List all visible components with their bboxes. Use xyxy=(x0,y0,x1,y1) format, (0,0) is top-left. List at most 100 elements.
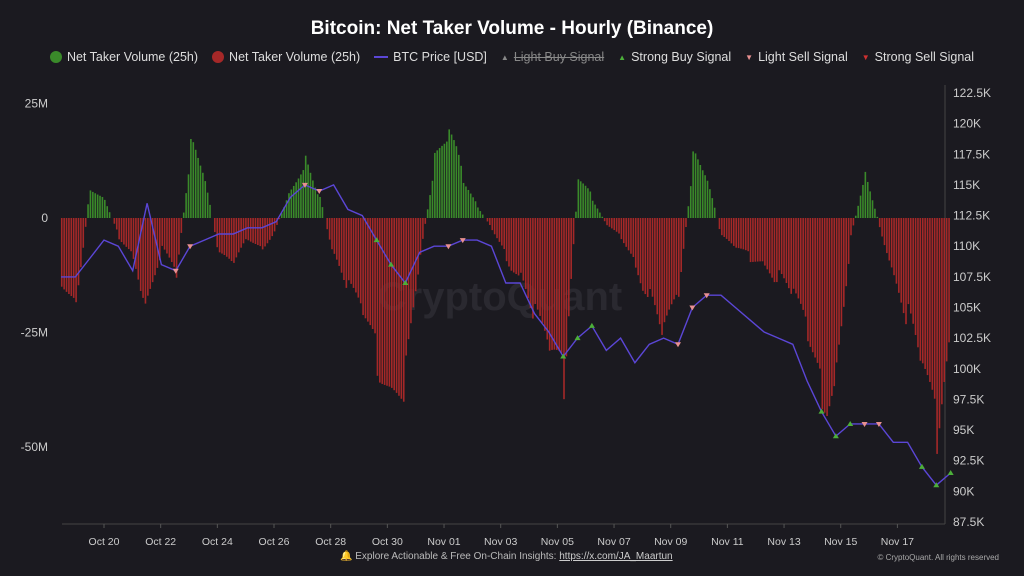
volume-bar xyxy=(852,218,855,226)
volume-bar xyxy=(912,218,914,324)
volume-bar xyxy=(725,218,728,239)
volume-bar xyxy=(178,218,180,255)
volume-bar xyxy=(101,196,104,218)
volume-bar xyxy=(572,218,575,245)
volume-bar xyxy=(159,218,161,261)
x-tick: Nov 17 xyxy=(881,536,914,548)
volume-bar xyxy=(321,207,324,218)
volume-bar xyxy=(661,218,663,335)
volume-bar xyxy=(649,218,651,290)
volume-bar xyxy=(304,155,307,218)
volume-bar xyxy=(501,218,503,246)
volume-bar xyxy=(82,218,85,248)
legend-item-light-buy[interactable]: ▲ Light Buy Signal xyxy=(501,50,604,64)
volume-bar xyxy=(773,218,776,283)
volume-bar xyxy=(706,180,709,218)
legend-item-light-sell[interactable]: ▼ Light Sell Signal xyxy=(745,50,848,64)
y-right-tick: 95K xyxy=(953,423,974,437)
y-right-tick: 117.5K xyxy=(953,147,990,161)
x-tick: Nov 05 xyxy=(541,536,574,548)
volume-bar xyxy=(783,218,785,279)
volume-bar xyxy=(209,204,211,218)
volume-bar xyxy=(202,172,204,218)
volume-bar xyxy=(168,218,171,258)
volume-bar xyxy=(522,218,525,281)
volume-bar xyxy=(668,218,671,310)
volume-bar xyxy=(312,180,314,218)
volume-bar xyxy=(335,218,338,260)
volume-bar xyxy=(905,218,907,325)
volume-bar xyxy=(257,218,259,246)
volume-bar xyxy=(893,218,895,276)
volume-bar xyxy=(642,218,644,291)
volume-bar xyxy=(587,188,589,218)
volume-bar xyxy=(670,218,673,305)
volume-bar xyxy=(455,146,458,218)
volume-bar xyxy=(639,218,642,284)
light-sell-marker xyxy=(172,268,179,274)
volume-bar xyxy=(228,218,230,259)
legend-item-sell-volume[interactable]: Net Taker Volume (25h) xyxy=(212,50,360,64)
volume-bar xyxy=(723,218,726,237)
volume-bar xyxy=(261,218,264,250)
volume-bar xyxy=(603,218,606,222)
legend-item-btc-price[interactable]: BTC Price [USD] xyxy=(374,50,487,64)
triangle-up-icon: ▲ xyxy=(618,52,627,62)
volume-bar xyxy=(89,190,92,218)
volume-bar xyxy=(367,218,369,322)
volume-bar xyxy=(278,218,281,220)
volume-bar xyxy=(747,218,749,252)
volume-bar xyxy=(391,218,393,388)
volume-bar xyxy=(563,218,565,400)
volume-bar xyxy=(752,218,754,262)
x-tick: Nov 13 xyxy=(767,536,800,548)
volume-bar xyxy=(147,218,149,296)
volume-bar xyxy=(589,191,592,218)
volume-bar xyxy=(654,218,656,306)
volume-bar xyxy=(938,218,941,429)
x-tick: Oct 30 xyxy=(372,536,403,548)
legend-item-buy-volume[interactable]: Net Taker Volume (25h) xyxy=(49,50,198,64)
volume-bar xyxy=(711,198,714,218)
volume-bar xyxy=(881,218,883,237)
triangle-up-icon: ▲ xyxy=(500,52,509,62)
volume-bar xyxy=(883,218,886,246)
volume-bar xyxy=(876,216,879,218)
x-tick: Nov 07 xyxy=(597,536,630,548)
volume-bar xyxy=(682,218,685,249)
volume-bar xyxy=(259,218,262,247)
volume-bar xyxy=(678,218,680,297)
volume-bar xyxy=(551,218,553,350)
legend-item-strong-buy[interactable]: ▲ Strong Buy Signal xyxy=(618,50,731,64)
volume-bar xyxy=(300,174,302,218)
volume-bar xyxy=(599,212,601,218)
volume-bar xyxy=(508,218,510,267)
volume-bar xyxy=(596,208,599,218)
volume-bar xyxy=(63,218,65,290)
volume-bar xyxy=(99,195,101,218)
volume-bar xyxy=(828,218,831,407)
volume-bar xyxy=(941,218,943,405)
volume-bar xyxy=(510,218,513,271)
footer-link[interactable]: https://x.com/JA_Maartun xyxy=(559,551,673,562)
volume-bar xyxy=(180,218,183,233)
volume-bar xyxy=(446,141,448,218)
volume-bar xyxy=(142,218,144,298)
volume-bar xyxy=(194,149,197,218)
volume-bar xyxy=(369,218,372,326)
volume-bar xyxy=(359,218,362,304)
volume-bar xyxy=(919,218,922,361)
volume-bar xyxy=(154,218,156,276)
volume-bar xyxy=(149,218,152,289)
volume-bar xyxy=(630,218,632,254)
volume-bar xyxy=(331,218,333,250)
volume-bar xyxy=(948,218,950,343)
volume-bar xyxy=(352,218,355,288)
legend-item-strong-sell[interactable]: ▼ Strong Sell Signal xyxy=(862,50,974,64)
volume-bar xyxy=(94,193,97,218)
volume-bar xyxy=(472,197,474,218)
volume-bar xyxy=(237,218,240,253)
volume-bar xyxy=(496,218,498,239)
volume-bar xyxy=(493,218,496,235)
volume-bar xyxy=(295,182,297,218)
